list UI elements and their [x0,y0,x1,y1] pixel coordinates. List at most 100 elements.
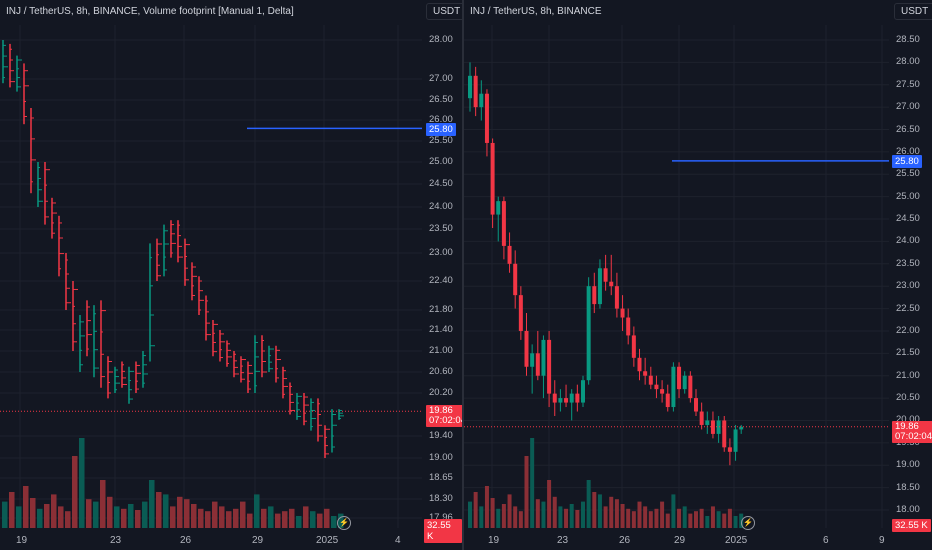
volume-bar [592,492,597,528]
candle-body [626,317,631,336]
price-tick-label: 25.50 [896,168,920,180]
volume-bar [44,504,50,528]
candle-body [603,268,608,282]
volume-bar [609,496,614,528]
volume-bar [479,506,484,528]
candle-body [699,411,704,425]
candle-body [643,371,648,376]
volume-bar [247,513,253,528]
volume-bar [65,511,71,528]
candle-body [513,263,518,296]
candle-body [484,93,489,143]
volume-bar [541,501,546,528]
candle-body [586,286,591,381]
volume-bar [558,506,563,528]
countdown-timer: 07:02:04 [429,415,462,426]
volume-bar [331,516,337,528]
volume-bar [282,511,288,528]
volume-bar [128,504,134,528]
volume-bar [501,504,506,528]
last-price-tag: 19.86 07:02:04 [426,405,462,427]
footprint-chart-canvas[interactable] [0,0,462,550]
price-tick-label: 21.50 [896,347,920,359]
candle-body [468,75,472,99]
volume-bar [184,499,190,528]
volume-bar [694,511,698,528]
candle-body [631,335,636,358]
candle-body [671,366,676,408]
candle-body [490,142,495,215]
candle-body [496,201,501,215]
volume-bar [518,511,523,528]
volume-bar [654,508,659,528]
candle-body [552,393,557,403]
volume-bar [16,506,22,528]
currency-button[interactable]: USDT [426,3,462,20]
lightning-icon[interactable]: ⚡ [741,516,755,530]
volume-bar [530,438,535,528]
date-tick-label: 29 [674,535,686,546]
date-tick-label: 29 [252,535,264,546]
volume-bar [303,506,309,528]
price-tick-label: 25.00 [896,190,920,202]
volume-bar [614,499,619,528]
volume-bar [37,508,43,528]
price-tick-label: 24.00 [429,201,453,212]
volume-bar [484,486,489,528]
date-tick-label: 6 [823,535,829,546]
volume-bar [682,506,687,528]
candle-body [575,393,580,403]
last-price-tag: 19.86 07:02:04 [892,421,932,443]
volume-bar [468,501,472,528]
volume-bar [699,508,704,528]
volume-bar [261,508,267,528]
candle-body [660,389,665,394]
candle-body [507,245,512,264]
volume-bar [733,516,738,528]
volume-bar [2,501,8,528]
candlestick-chart-canvas[interactable] [464,0,932,550]
volume-bar [149,480,155,528]
volume-bar [705,516,710,528]
candle-body [541,339,546,376]
currency-button[interactable]: USDT [894,3,932,20]
chart-pane-footprint[interactable]: INJ / TetherUS, 8h, BINANCE, Volume foot… [0,0,462,550]
candle-body [614,286,619,309]
candle-body [733,429,738,452]
volume-bar [564,508,569,528]
volume-bar [198,508,204,528]
candle-body [592,286,597,305]
price-tick-label: 28.00 [429,34,453,45]
date-tick-label: 26 [180,535,192,546]
volume-bar [473,492,478,528]
volume-bar [191,504,197,528]
date-tick-label: 26 [619,535,631,546]
horizontal-line-price-tag: 25.80 [892,155,922,168]
price-tick-label: 20.60 [429,366,453,377]
candle-body [637,357,642,372]
candle-body [501,201,506,246]
volume-bar [79,438,85,528]
volume-bar [177,496,183,528]
candle-body [705,420,710,425]
candle-body [688,375,693,399]
volume-bar [660,501,665,528]
pane-divider[interactable] [462,0,464,550]
volume-bar [72,456,78,528]
price-tick-label: 24.50 [429,178,453,189]
candle-body [727,447,732,452]
last-price-value: 19.86 [895,421,919,432]
date-tick-label: 4 [395,535,401,546]
candle-body [677,366,682,390]
volume-bar [310,511,316,528]
candle-body [620,308,625,318]
volume-bar [205,511,211,528]
candle-body [547,339,552,394]
volume-bar [626,508,631,528]
chart-pane-candles[interactable]: INJ / TetherUS, 8h, BINANCE USDT 28.50 28… [464,0,932,550]
price-tick-label: 18.50 [896,481,920,493]
volume-bar [226,511,232,528]
price-tick-label: 18.65 [429,472,453,483]
volume-bar [710,506,715,528]
lightning-icon[interactable]: ⚡ [337,516,351,530]
